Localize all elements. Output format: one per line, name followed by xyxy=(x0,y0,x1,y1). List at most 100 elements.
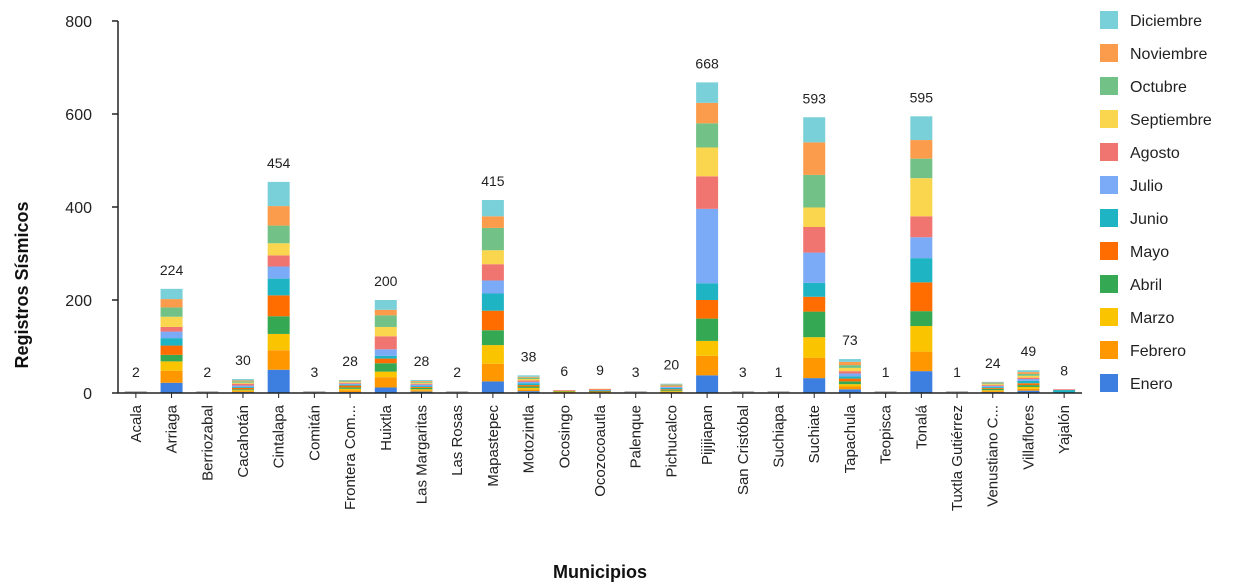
bar-segment xyxy=(1017,372,1040,374)
bar-segment xyxy=(1053,389,1076,391)
bar-segment xyxy=(374,300,397,310)
bar-total-label: 3 xyxy=(310,364,318,380)
bar-segment xyxy=(660,385,683,387)
bar-segment xyxy=(660,386,683,388)
bar-total-label: 1 xyxy=(775,364,783,380)
bar-segment xyxy=(410,383,433,385)
bar-segment xyxy=(160,345,183,355)
x-tick-label: Ocozocoautla xyxy=(592,404,609,496)
legend-swatch xyxy=(1100,11,1118,29)
legend-swatch xyxy=(1100,110,1118,128)
bar-segment xyxy=(481,293,504,311)
legend-swatch xyxy=(1100,143,1118,161)
x-tick-label: Suchiate xyxy=(806,405,823,463)
bar-baseline xyxy=(303,391,326,393)
bar-total-label: 200 xyxy=(374,273,398,289)
bar-segment xyxy=(803,117,826,143)
bar-segment xyxy=(481,264,504,281)
bar-segment xyxy=(1017,385,1040,387)
bar-segment xyxy=(339,390,362,393)
bar-baseline xyxy=(124,391,147,393)
bar-baseline xyxy=(624,391,647,393)
bar-segment xyxy=(910,371,933,393)
legend-swatch xyxy=(1100,341,1118,359)
bar-segment xyxy=(481,330,504,346)
bar-segment xyxy=(803,282,826,297)
bar-segment xyxy=(339,382,362,384)
bar-segment xyxy=(339,379,362,381)
bar-segment xyxy=(267,316,290,334)
bar-segment xyxy=(696,375,719,393)
legend-swatch xyxy=(1100,44,1118,62)
bar-segment xyxy=(160,331,183,339)
legend-label: Febrero xyxy=(1130,343,1186,360)
bar-segment xyxy=(910,237,933,259)
bar-segment xyxy=(981,391,1004,393)
x-tick-label: Venustiano C... xyxy=(985,405,1002,507)
legend-swatch xyxy=(1100,77,1118,95)
bar-segment xyxy=(660,391,683,393)
bar-stack xyxy=(517,375,540,393)
bar-segment xyxy=(803,337,826,358)
bar-segment xyxy=(589,389,611,391)
y-tick-label: 600 xyxy=(65,107,92,124)
bar-segment xyxy=(838,367,861,372)
bar-segment xyxy=(374,349,397,356)
bar-segment xyxy=(481,381,504,393)
bar-segment xyxy=(589,390,611,392)
totals-group: 2 224 2 30 454 3 28 200 28 2 415 38 6 9 3 20 668 3 1 593 73 1… xyxy=(132,55,1068,380)
legend-label: Enero xyxy=(1130,376,1173,393)
bar-segment xyxy=(160,338,183,346)
legend-label: Marzo xyxy=(1130,310,1175,327)
bar-total-label: 454 xyxy=(267,155,291,171)
bar-segment xyxy=(660,387,683,390)
x-tick-label: Las Margaritas xyxy=(413,405,430,504)
bar-segment xyxy=(410,386,433,388)
bar-segment xyxy=(231,380,254,382)
bar-segment xyxy=(1017,377,1040,380)
bar-segment xyxy=(339,380,362,382)
bar-segment xyxy=(660,390,683,392)
bar-segment xyxy=(374,358,397,364)
bar-segment xyxy=(481,280,504,294)
bar-segment xyxy=(231,391,254,393)
x-tick-label: Acala xyxy=(128,404,145,442)
bar-segment xyxy=(339,383,362,385)
bar-segment xyxy=(374,315,397,327)
x-tick-label: Villaflores xyxy=(1020,405,1037,470)
bar-baseline xyxy=(731,391,754,393)
bar-segment xyxy=(339,387,362,389)
legend-swatch xyxy=(1100,209,1118,227)
bar-stack xyxy=(696,82,719,393)
bar-segment xyxy=(339,381,362,383)
bar-total-label: 9 xyxy=(596,362,604,378)
bar-segment xyxy=(589,391,611,392)
bar-total-label: 595 xyxy=(910,89,934,105)
bar-segment xyxy=(910,282,933,312)
bar-stack xyxy=(410,379,433,393)
bar-stack xyxy=(374,300,397,393)
x-tick-label: Yajalón xyxy=(1056,405,1073,454)
legend-item: Febrero xyxy=(1100,341,1186,360)
x-tick-label: Mapastepec xyxy=(485,405,502,487)
bar-segment xyxy=(231,386,254,388)
y-tick-label: 400 xyxy=(65,200,92,217)
bar-segment xyxy=(267,295,290,317)
bar-segment xyxy=(696,123,719,148)
bar-segment xyxy=(838,389,861,393)
bar-segment xyxy=(517,379,540,381)
bar-segment xyxy=(589,388,611,390)
bar-segment xyxy=(517,387,540,390)
y-axis: 0 200 400 600 800 xyxy=(65,14,119,403)
bar-total-label: 1 xyxy=(882,364,890,380)
bar-segment xyxy=(410,386,433,387)
bar-segment xyxy=(374,387,397,393)
bar-total-label: 38 xyxy=(521,348,537,364)
bar-segment xyxy=(803,174,826,208)
legend-swatch xyxy=(1100,308,1118,326)
bar-segment xyxy=(981,384,1004,386)
bar-segment xyxy=(160,382,183,393)
bar-stack xyxy=(910,116,933,393)
bar-total-label: 6 xyxy=(560,363,568,379)
bar-segment xyxy=(696,102,719,124)
